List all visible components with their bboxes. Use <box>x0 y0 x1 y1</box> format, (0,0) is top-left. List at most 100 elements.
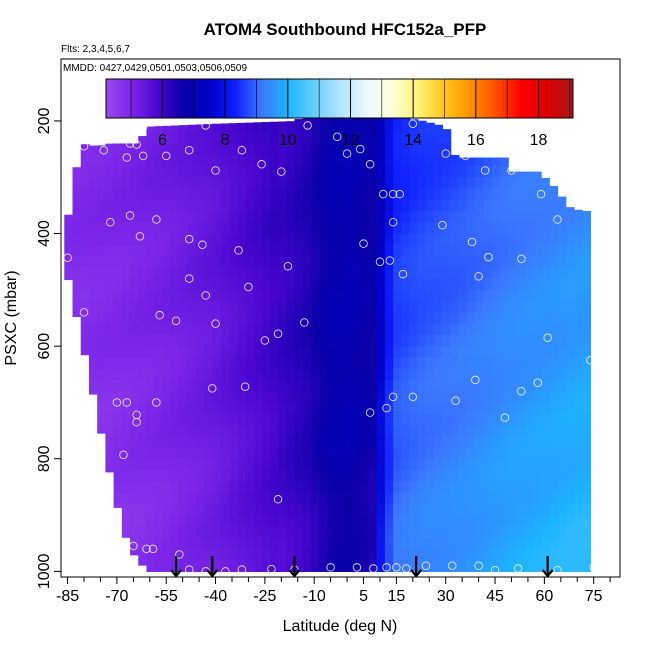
heatmap-cell <box>442 447 452 460</box>
heatmap-cell <box>475 537 485 550</box>
heatmap-cell <box>368 233 378 246</box>
heatmap-cell <box>97 323 106 336</box>
heatmap-cell <box>220 413 230 426</box>
heatmap-cell <box>516 222 526 235</box>
heatmap-cell <box>113 436 123 449</box>
heatmap-cell <box>368 143 378 156</box>
heatmap-cell <box>475 526 485 539</box>
heatmap-cell <box>179 312 189 325</box>
colorbar-swatch <box>335 79 338 118</box>
heatmap-cell <box>516 492 526 505</box>
colorbar-swatch <box>254 79 258 118</box>
heatmap-cell <box>549 402 559 415</box>
heatmap-cell <box>195 323 205 336</box>
heatmap-cell <box>376 560 386 572</box>
heatmap-cell <box>179 357 189 370</box>
heatmap-cell <box>105 458 115 471</box>
heatmap-cell <box>532 503 542 516</box>
heatmap-cell <box>319 154 328 167</box>
heatmap-cell <box>499 503 509 516</box>
heatmap-cell <box>130 458 139 471</box>
heatmap-cell <box>302 154 312 167</box>
heatmap-cell <box>130 334 139 347</box>
heatmap-cell <box>458 177 468 190</box>
heatmap-cell <box>549 199 559 212</box>
heatmap-cell <box>146 470 156 482</box>
colorbar-swatch <box>152 79 156 118</box>
heatmap-cell <box>491 199 501 212</box>
heatmap-cell <box>121 334 131 347</box>
heatmap-cell <box>97 244 106 257</box>
heatmap-cell <box>278 391 287 404</box>
heatmap-cell <box>261 233 271 246</box>
heatmap-cell <box>573 289 583 302</box>
heatmap-cell <box>162 424 172 437</box>
heatmap-cell <box>220 447 230 460</box>
heatmap-cell <box>245 132 254 145</box>
heatmap-cell <box>72 278 82 291</box>
heatmap-cell <box>401 244 411 257</box>
heatmap-cell <box>393 526 402 539</box>
heatmap-cell <box>327 165 337 178</box>
heatmap-cell <box>146 267 156 280</box>
heatmap-cell <box>261 289 271 302</box>
y-tick-label: 200 <box>36 107 53 134</box>
heatmap-cell <box>360 267 370 280</box>
heatmap-cell <box>204 481 213 494</box>
heatmap-cell <box>508 492 518 505</box>
heatmap-cell <box>302 267 312 280</box>
heatmap-cell <box>245 368 254 381</box>
heatmap-cell <box>425 357 435 370</box>
heatmap-cell <box>335 267 345 280</box>
heatmap-cell <box>549 424 559 437</box>
heatmap-cell <box>327 402 337 415</box>
heatmap-cell <box>236 222 246 235</box>
heatmap-cell <box>458 458 468 471</box>
heatmap-cell <box>113 379 123 392</box>
heatmap-cell <box>499 402 509 415</box>
heatmap-cell <box>162 177 172 190</box>
heatmap-cell <box>524 334 534 347</box>
heatmap-cell <box>286 346 296 359</box>
heatmap-cell <box>376 548 386 561</box>
heatmap-cell <box>220 188 230 201</box>
heatmap-cell <box>310 199 320 212</box>
heatmap-cell <box>294 424 304 437</box>
heatmap-cell <box>138 289 148 302</box>
heatmap-cell <box>475 222 485 235</box>
heatmap-cell <box>195 368 205 381</box>
heatmap-cell <box>352 548 361 561</box>
heatmap-cell <box>236 143 246 156</box>
heatmap-cell <box>121 357 131 370</box>
heatmap-cell <box>105 334 115 347</box>
heatmap-cell <box>204 301 213 313</box>
heatmap-cell <box>195 289 205 302</box>
heatmap-cell <box>508 244 518 257</box>
heatmap-cell <box>105 323 115 336</box>
heatmap-cell <box>204 154 213 167</box>
heatmap-cell <box>442 278 452 291</box>
heatmap-cell <box>269 447 279 460</box>
heatmap-cell <box>491 470 501 482</box>
colorbar-swatch <box>229 79 232 118</box>
heatmap-cell <box>499 379 509 392</box>
heatmap-cell <box>245 424 254 437</box>
colorbar-swatch <box>447 79 451 118</box>
colorbar-swatch <box>522 79 525 118</box>
heatmap-cell <box>467 323 476 336</box>
heatmap-cell <box>294 222 304 235</box>
heatmap-cell <box>179 143 189 156</box>
heatmap-cell <box>261 199 271 212</box>
heatmap-cell <box>228 548 238 561</box>
heatmap-cell <box>417 334 427 347</box>
heatmap-cell <box>310 211 320 223</box>
heatmap-cell <box>450 368 460 381</box>
heatmap-cell <box>154 323 164 336</box>
heatmap-cell <box>483 481 493 494</box>
heatmap-cell <box>360 120 370 133</box>
y-tick-label: 400 <box>36 220 53 247</box>
heatmap-cell <box>499 537 509 550</box>
heatmap-cell <box>319 301 328 313</box>
heatmap-cell <box>187 132 197 145</box>
heatmap-cell <box>458 222 468 235</box>
